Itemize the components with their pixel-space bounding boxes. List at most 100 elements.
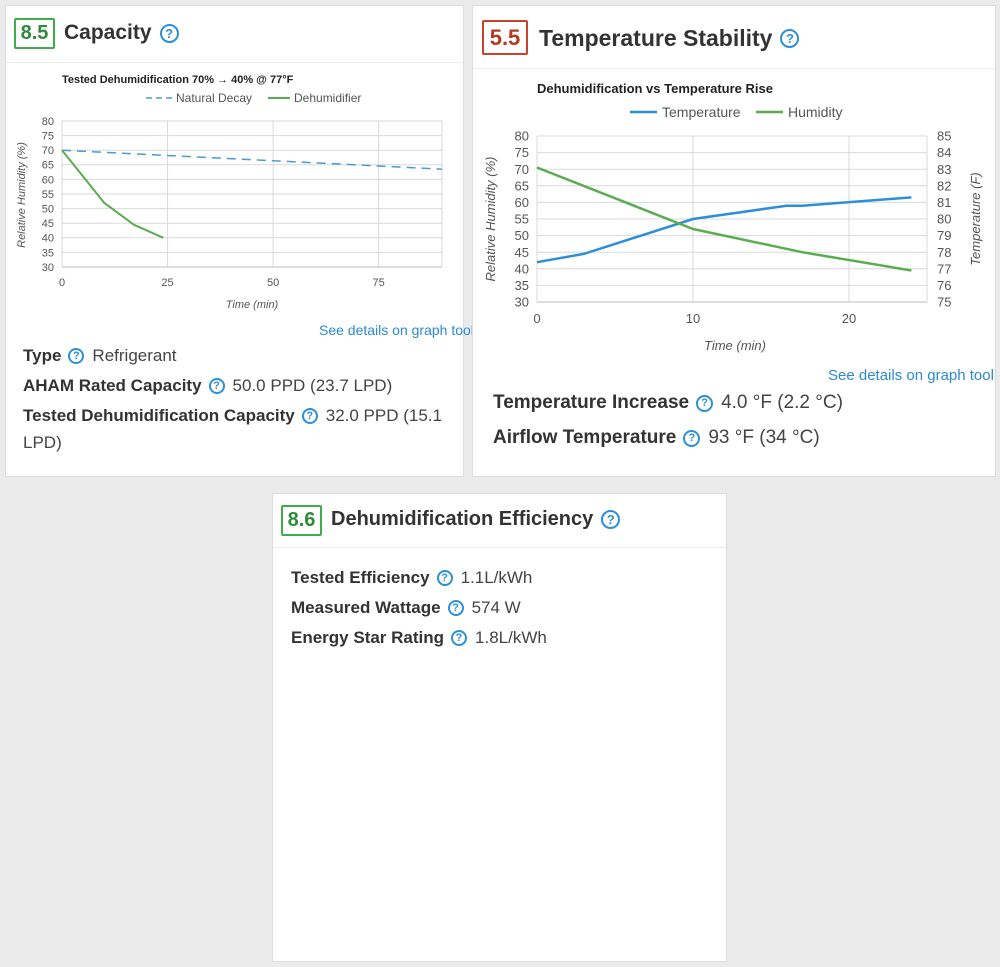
question-circle-icon[interactable]: ? bbox=[301, 408, 318, 424]
spec-value: 93 °F (34 °C) bbox=[708, 427, 820, 448]
spec-label: AHAM Rated Capacity bbox=[23, 376, 202, 395]
x-axis-label: Time (min) bbox=[226, 299, 279, 311]
capacity-chart: Tested Dehumidification 70% → 40% @ 77°F… bbox=[16, 74, 443, 311]
spec-type: Type? Refrigerant bbox=[23, 346, 177, 366]
question-circle-icon[interactable]: ? bbox=[208, 378, 225, 394]
capacity-header: 8.5 Capacity ? bbox=[6, 6, 463, 63]
x-tick-label: 50 bbox=[267, 277, 279, 289]
see-details-link[interactable]: See details on graph tool bbox=[319, 322, 474, 338]
efficiency-header: 8.6 Dehumidification Efficiency ? bbox=[273, 494, 726, 548]
legend-label-dehumidifier: Dehumidifier bbox=[294, 91, 361, 105]
y-tick-label: 70 bbox=[42, 145, 54, 157]
temperature-stability-card: 5.5 Temperature Stability ? Dehumidifica… bbox=[472, 5, 996, 477]
y-tick-label: 40 bbox=[515, 261, 529, 276]
spec-value: 574 W bbox=[471, 598, 521, 617]
see-details-link[interactable]: See details on graph tool bbox=[828, 367, 994, 384]
spec-label: Tested Efficiency bbox=[291, 568, 430, 587]
spec-measured-wattage: Measured Wattage? 574 W bbox=[291, 598, 521, 618]
question-circle-icon[interactable]: ? bbox=[683, 429, 701, 447]
series-line-humidity bbox=[536, 166, 912, 272]
y-tick-label: 50 bbox=[515, 228, 529, 243]
question-circle-icon[interactable]: ? bbox=[159, 23, 179, 43]
spec-tested-capacity: Tested Dehumidification Capacity? 32.0 PP… bbox=[23, 406, 442, 426]
question-circle-icon[interactable]: ? bbox=[447, 600, 464, 616]
question-circle-icon[interactable]: ? bbox=[451, 630, 468, 646]
stability-score-badge: 5.5 bbox=[482, 20, 528, 55]
x-tick-label: 10 bbox=[686, 311, 700, 326]
capacity-score-badge: 8.5 bbox=[14, 18, 55, 49]
spec-value: 32.0 PPD (15.1 bbox=[325, 406, 442, 425]
y-tick-label: 65 bbox=[515, 178, 529, 193]
y-tick-label: 30 bbox=[515, 295, 529, 310]
y2-axis-label: Temperature (F) bbox=[968, 172, 983, 265]
y-tick-label: 55 bbox=[515, 212, 529, 227]
x-tick-label: 75 bbox=[373, 277, 385, 289]
spec-airflow-temperature: Airflow Temperature? 93 °F (34 °C) bbox=[493, 427, 820, 449]
question-circle-icon[interactable]: ? bbox=[601, 510, 621, 529]
x-tick-label: 0 bbox=[59, 277, 65, 289]
y2-tick-label: 75 bbox=[937, 295, 951, 310]
chart-gridlines bbox=[61, 120, 443, 268]
x-tick-label: 20 bbox=[842, 311, 856, 326]
efficiency-title-text: Dehumidification Efficiency bbox=[331, 508, 594, 530]
spec-label: Energy Star Rating bbox=[291, 628, 445, 647]
y-tick-label: 45 bbox=[42, 218, 54, 230]
question-circle-icon[interactable]: ? bbox=[780, 29, 800, 48]
x-tick-label: 25 bbox=[161, 277, 173, 289]
y2-tick-label: 81 bbox=[937, 195, 951, 210]
chart-title: Dehumidification vs Temperature Rise bbox=[537, 81, 773, 96]
spec-label: Airflow Temperature bbox=[493, 427, 677, 448]
spec-label: Tested Dehumidification Capacity bbox=[23, 406, 295, 425]
question-circle-icon[interactable]: ? bbox=[436, 570, 453, 586]
spec-value: 1.1L/kWh bbox=[460, 568, 533, 587]
capacity-title-text: Capacity bbox=[64, 21, 152, 44]
spec-aham-rated-capacity: AHAM Rated Capacity? 50.0 PPD (23.7 LPD) bbox=[23, 376, 392, 396]
spec-tested-capacity-cont: LPD) bbox=[23, 433, 62, 452]
series-line-temperature bbox=[536, 196, 912, 264]
y-axis-label: Relative Humidity (%) bbox=[483, 157, 498, 282]
chart-series bbox=[536, 166, 912, 272]
y-tick-label: 45 bbox=[515, 245, 529, 260]
stability-header: 5.5 Temperature Stability ? bbox=[473, 6, 995, 69]
spec-tested-efficiency: Tested Efficiency? 1.1L/kWh bbox=[291, 568, 532, 588]
series-line-dehumidifier bbox=[61, 149, 164, 239]
legend-label-temperature: Temperature bbox=[662, 104, 741, 120]
y2-tick-label: 82 bbox=[937, 178, 951, 193]
dehumidification-efficiency-card: 8.6 Dehumidification Efficiency ? Tested… bbox=[272, 493, 727, 962]
y-tick-label: 30 bbox=[42, 262, 54, 274]
legend-label-natural-decay: Natural Decay bbox=[176, 91, 252, 105]
y2-tick-label: 80 bbox=[937, 212, 951, 227]
chart-legend: Temperature Humidity bbox=[630, 104, 842, 120]
y-tick-label: 60 bbox=[515, 195, 529, 210]
chart-gridlines bbox=[536, 135, 928, 303]
chart-legend: Natural Decay Dehumidifier bbox=[146, 91, 361, 105]
capacity-title: Capacity ? bbox=[64, 21, 179, 45]
efficiency-title: Dehumidification Efficiency ? bbox=[331, 508, 621, 531]
y-tick-label: 80 bbox=[42, 116, 54, 128]
spec-value: 50.0 PPD (23.7 LPD) bbox=[232, 376, 393, 395]
y-axis-label: Relative Humidity (%) bbox=[16, 142, 28, 248]
question-circle-icon[interactable]: ? bbox=[696, 394, 714, 412]
spec-value: 4.0 °F (2.2 °C) bbox=[721, 392, 843, 413]
x-axis-label: Time (min) bbox=[704, 338, 766, 353]
chart-title: Tested Dehumidification 70% → 40% @ 77°F bbox=[62, 74, 294, 86]
y-tick-label: 50 bbox=[42, 203, 54, 215]
y-tick-label: 75 bbox=[42, 130, 54, 142]
capacity-card: 8.5 Capacity ? Tested Dehumidification 7… bbox=[5, 5, 474, 477]
y-tick-label: 65 bbox=[42, 160, 54, 172]
y-tick-label: 35 bbox=[515, 278, 529, 293]
y-tick-label: 40 bbox=[42, 233, 54, 245]
spec-label: Temperature Increase bbox=[493, 392, 690, 413]
x-axis-ticks: 0 25 50 75 bbox=[59, 277, 385, 289]
spec-label: Measured Wattage bbox=[291, 598, 441, 617]
stability-title-text: Temperature Stability bbox=[539, 25, 773, 51]
question-circle-icon[interactable]: ? bbox=[68, 348, 85, 364]
spec-value: 1.8L/kWh bbox=[475, 628, 547, 647]
y2-tick-label: 84 bbox=[937, 145, 951, 160]
y2-tick-label: 77 bbox=[937, 261, 951, 276]
spec-temperature-increase: Temperature Increase? 4.0 °F (2.2 °C) bbox=[493, 392, 843, 414]
spec-value: Refrigerant bbox=[92, 346, 177, 365]
temperature-stability-chart: Dehumidification vs Temperature Rise Tem… bbox=[483, 81, 983, 353]
